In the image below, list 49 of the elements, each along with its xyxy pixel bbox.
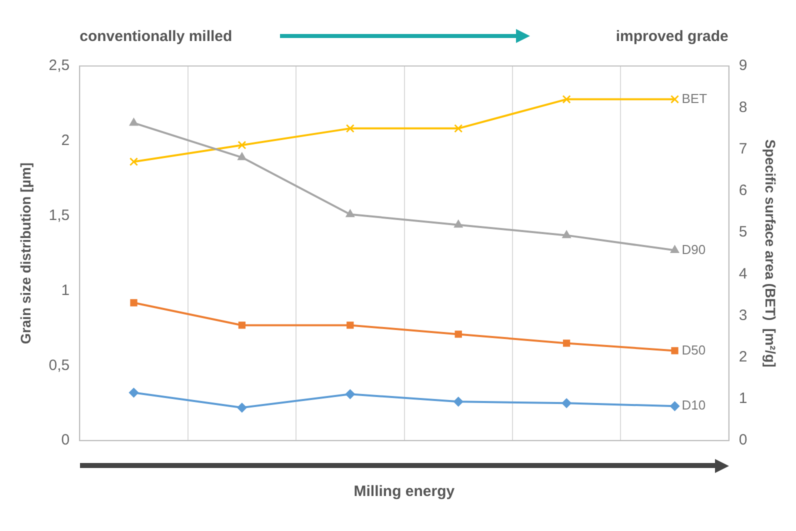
text: improved grade	[616, 28, 728, 45]
point	[671, 347, 678, 354]
y2-tick-label: 5	[738, 224, 748, 241]
point	[130, 118, 138, 126]
series-label: BET	[682, 90, 708, 106]
point	[562, 398, 572, 408]
y-tick-label: 0	[61, 432, 70, 449]
point	[454, 330, 462, 338]
point	[346, 210, 354, 218]
series-label: D90	[682, 242, 706, 257]
point	[454, 124, 463, 133]
point	[454, 220, 463, 228]
point	[238, 322, 246, 329]
y2-tick-label: 9	[738, 57, 748, 74]
y2-tick-label: 2	[738, 348, 748, 366]
y-axis-title: Grain size distribution [µm]	[17, 162, 34, 344]
y-tick-label: 2,5	[48, 57, 70, 74]
point	[562, 95, 571, 104]
y2-axis-title: Specific surface area (BET) [m²/g]	[762, 139, 779, 368]
point	[129, 157, 138, 166]
point	[238, 140, 246, 150]
point	[346, 124, 354, 133]
y-tick-label: 1	[61, 282, 70, 299]
point	[346, 322, 354, 329]
point	[345, 389, 355, 399]
series-label: D10	[682, 398, 706, 413]
point	[237, 402, 247, 412]
text: conventionally milled	[80, 28, 232, 45]
y2-tick-label: 4	[738, 265, 748, 282]
y2-tick-label: 8	[738, 98, 748, 116]
point	[670, 95, 680, 104]
point	[670, 401, 680, 411]
y2-tick-label: 0	[738, 432, 748, 449]
point	[562, 230, 571, 238]
point	[129, 388, 139, 398]
y2-tick-label: 3	[738, 306, 748, 324]
point	[238, 152, 246, 160]
y-tick-label: 1,5	[48, 206, 70, 224]
y2-tick-label: 7	[738, 140, 748, 158]
point	[454, 396, 464, 406]
y-tick-label: 0,5	[48, 356, 70, 374]
y2-tick-label: 6	[738, 182, 748, 200]
point	[562, 340, 570, 347]
y2-tick-label: 1	[738, 390, 748, 408]
x-axis-title: Milling energy	[354, 482, 455, 500]
point	[130, 299, 138, 306]
y-tick-label: 2	[61, 132, 70, 150]
series-label: D50	[682, 342, 706, 358]
point	[670, 246, 679, 254]
